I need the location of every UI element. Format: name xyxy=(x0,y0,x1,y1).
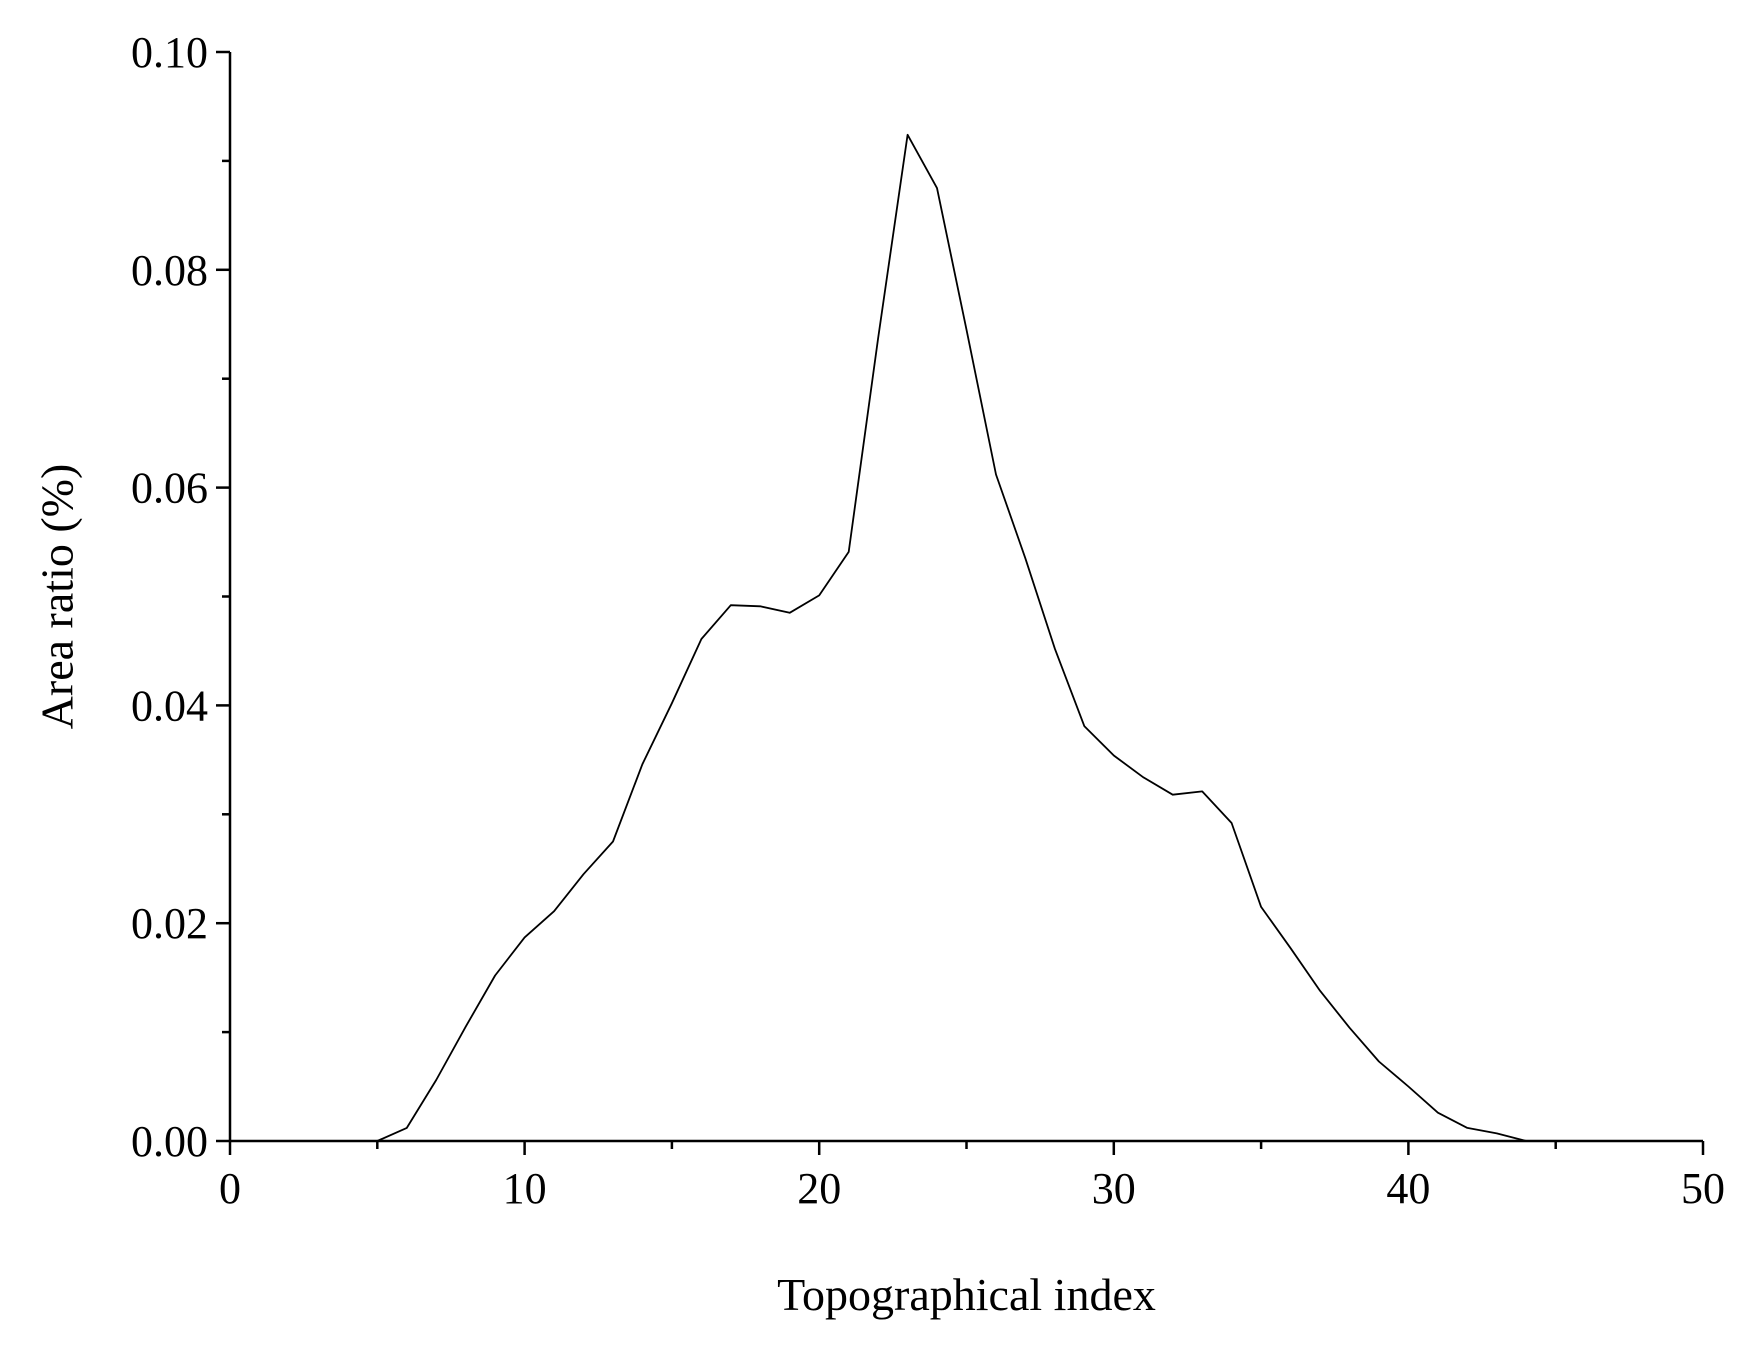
series-line-0 xyxy=(376,133,1527,1142)
x-tick-label: 20 xyxy=(797,1164,841,1213)
x-axis: 0 10 20 30 40 50 xyxy=(219,1139,1725,1213)
y-axis-title: Area ratio (%) xyxy=(32,464,83,730)
y-tick-label: 0.04 xyxy=(131,681,208,730)
x-axis-title: Topographical index xyxy=(777,1269,1156,1320)
y-tick-label: 0.06 xyxy=(131,464,208,513)
y-tick-label: 0.10 xyxy=(131,28,208,77)
y-axis: 0.00 0.02 0.04 0.06 0.08 0.10 xyxy=(131,28,232,1166)
x-tick-label: 50 xyxy=(1681,1164,1725,1213)
y-tick-label: 0.02 xyxy=(131,899,208,948)
plot-area xyxy=(376,133,1527,1142)
x-tick-label: 10 xyxy=(503,1164,547,1213)
x-tick-label: 0 xyxy=(219,1164,241,1213)
x-tick-label: 40 xyxy=(1386,1164,1430,1213)
x-tick-label: 30 xyxy=(1092,1164,1136,1213)
y-tick-label: 0.00 xyxy=(131,1117,208,1166)
y-tick-label: 0.08 xyxy=(131,246,208,295)
